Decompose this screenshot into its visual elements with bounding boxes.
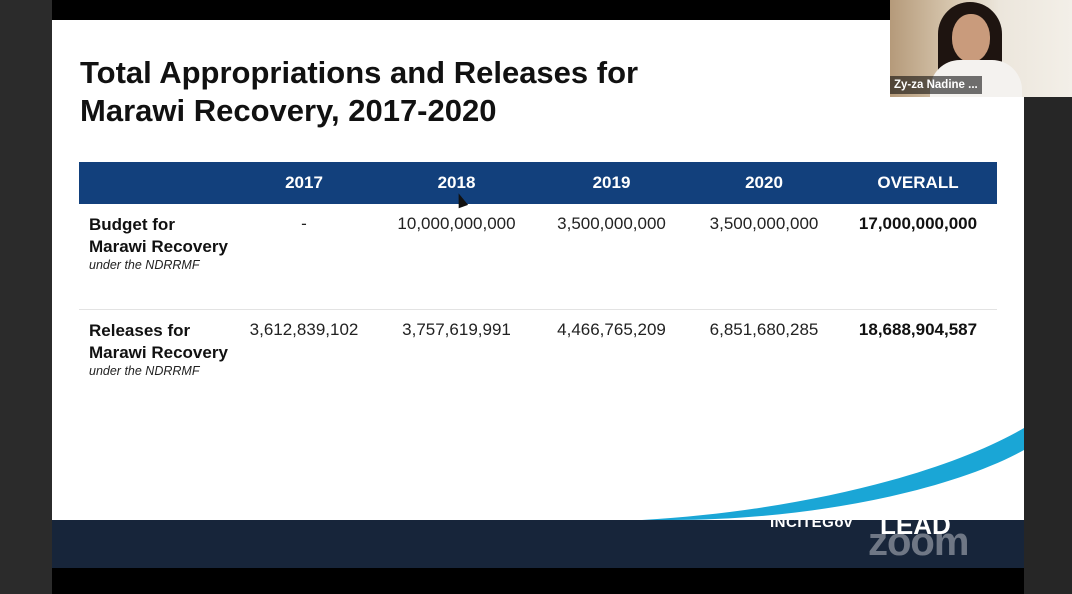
- zoom-watermark: zoom: [868, 520, 969, 564]
- row-label: Releases for Marawi Recovery: [89, 321, 228, 362]
- screen-left-edge: [0, 0, 52, 594]
- header-2018: 2018: [379, 162, 534, 204]
- cell-budget-2019: 3,500,000,000: [534, 204, 689, 310]
- cell-budget-2017: -: [229, 204, 379, 310]
- cell-budget-overall: 17,000,000,000: [839, 204, 997, 310]
- cell-budget-2020: 3,500,000,000: [689, 204, 839, 310]
- lead-logo: LEAD: [880, 510, 951, 540]
- row-label-cell: Budget for Marawi Recovery under the NDR…: [79, 204, 229, 310]
- row-label-cell: Releases for Marawi Recovery under the N…: [79, 310, 229, 416]
- cell-budget-2018: 10,000,000,000: [379, 204, 534, 310]
- incitegov-logo: INCITEGov: [770, 514, 853, 531]
- table-header-row: 2017 2018 2019 2020 OVERALL: [79, 162, 997, 204]
- slide-title: Total Appropriations and Releases for Mar…: [80, 54, 638, 130]
- slide-title-line1: Total Appropriations and Releases for: [80, 55, 639, 90]
- screen-right-edge: [1024, 97, 1072, 594]
- row-sublabel: under the NDRRMF: [89, 258, 200, 272]
- cell-releases-overall: 18,688,904,587: [858, 320, 978, 339]
- header-2019: 2019: [534, 162, 689, 204]
- presentation-slide: Total Appropriations and Releases for Mar…: [52, 20, 1024, 568]
- cell-releases-2017: 3,612,839,102: [249, 320, 359, 339]
- slide-footer-bar: [52, 520, 1024, 568]
- header-2020: 2020: [689, 162, 839, 204]
- row-label: Budget for Marawi Recovery: [89, 215, 228, 256]
- participant-name-tag: Zy-za Nadine ...: [890, 76, 982, 94]
- table-row: Budget for Marawi Recovery under the NDR…: [79, 204, 997, 310]
- slide-title-line2: Marawi Recovery, 2017-2020: [80, 93, 497, 128]
- top-black-bar: [52, 0, 890, 20]
- header-label-cell: [79, 162, 229, 204]
- cell-releases-2019: 4,466,765,209: [557, 320, 666, 339]
- cell-releases-2020: 6,851,680,285: [709, 320, 819, 339]
- row-sublabel: under the NDRRMF: [89, 364, 200, 378]
- participant-video-thumbnail[interactable]: Zy-za Nadine ...: [890, 0, 1072, 97]
- header-2017: 2017: [229, 162, 379, 204]
- appropriations-table: 2017 2018 2019 2020 OVERALL Budget for M…: [79, 162, 997, 415]
- table-row: Releases for Marawi Recovery under the N…: [79, 310, 997, 416]
- header-overall: OVERALL: [839, 162, 997, 204]
- cell-releases-2018: 3,757,619,991: [402, 320, 511, 339]
- blue-swoosh-decoration: [642, 428, 1024, 520]
- participant-face: [952, 14, 990, 62]
- bottom-black-bar: [52, 568, 1024, 594]
